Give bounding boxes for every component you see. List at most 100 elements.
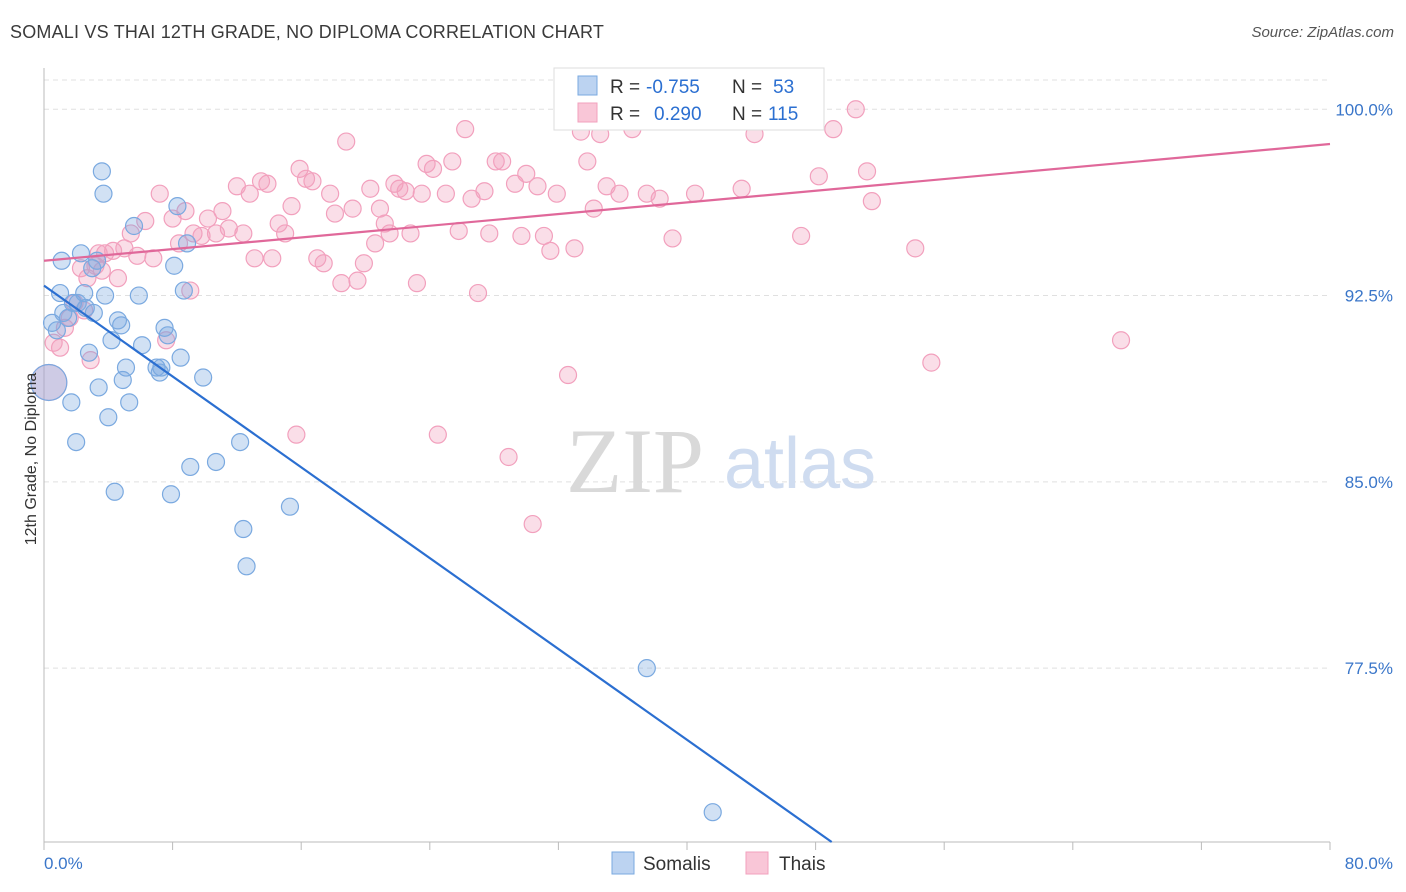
point-thais [407, 274, 427, 293]
point-thais [303, 172, 322, 191]
y-tick-labels: 100.0% 92.5% 85.0% 77.5% [1335, 100, 1393, 678]
point-somalis [174, 281, 193, 300]
point-somalis [206, 452, 226, 472]
point-somalis [231, 432, 250, 452]
point-somalis [120, 393, 139, 412]
point-thais [325, 204, 345, 223]
point-thais [517, 164, 536, 183]
bottom-legend-label-thais: Thais [779, 854, 825, 875]
point-thais [565, 239, 584, 258]
point-thais [846, 100, 865, 119]
point-thais [528, 177, 547, 196]
trend-line-somalis [43, 284, 833, 843]
point-thais [282, 197, 301, 216]
watermark-zip: ZIP [566, 410, 704, 512]
point-somalis [637, 659, 656, 678]
legend-n-label-thais: N = [732, 104, 762, 125]
point-thais [456, 120, 475, 139]
point-thais [396, 182, 415, 201]
point-thais [922, 353, 941, 372]
point-somalis [89, 378, 108, 397]
point-thais [547, 184, 566, 203]
point-somalis [168, 197, 187, 216]
point-thais [366, 234, 385, 253]
point-somalis [124, 216, 144, 236]
watermark: ZIP atlas [566, 410, 876, 512]
trend-lines [43, 142, 1331, 843]
point-somalis [62, 393, 81, 412]
watermark-atlas: atlas [724, 424, 876, 504]
point-thais [348, 271, 367, 290]
point-somalis [95, 286, 115, 305]
point-thais [380, 224, 399, 243]
point-thais [610, 184, 629, 203]
legend-r-value-somalis: -0.755 [646, 77, 700, 98]
point-thais [412, 184, 431, 203]
point-thais [862, 192, 881, 211]
point-thais [792, 226, 811, 246]
x-tick-label-min: 0.0% [44, 854, 83, 873]
point-somalis [171, 348, 190, 367]
point-thais [136, 211, 155, 231]
point-thais [468, 283, 488, 303]
legend-n-label-somalis: N = [732, 77, 762, 98]
point-somalis [112, 316, 131, 335]
point-thais [332, 274, 351, 293]
point-thais [732, 179, 751, 198]
point-somalis [108, 311, 128, 330]
stats-legend: R = -0.755 N = 53 R = 0.290 N = 115 [553, 67, 825, 131]
point-thais [449, 221, 468, 241]
point-thais [258, 174, 277, 193]
point-somalis [234, 519, 253, 539]
point-thais [428, 425, 447, 444]
point-thais [245, 249, 264, 268]
point-somalis [75, 283, 94, 303]
point-thais [181, 281, 200, 300]
point-somalis [158, 326, 177, 345]
point-thais [685, 184, 705, 203]
y-axis-title: 12th Grade, No Diploma [23, 373, 40, 546]
series-somalis [30, 162, 722, 822]
point-somalis [50, 283, 70, 303]
point-somalis [99, 408, 118, 427]
legend-n-value-somalis: 53 [773, 77, 794, 98]
grid-lines [44, 79, 1330, 669]
point-somalis [703, 803, 722, 822]
legend-r-label-somalis: R = [610, 77, 640, 98]
point-thais [541, 241, 560, 260]
point-thais [578, 152, 597, 171]
point-thais [1111, 331, 1131, 350]
point-somalis [84, 303, 103, 323]
point-somalis [54, 303, 73, 323]
point-thais [493, 152, 512, 171]
point-thais [50, 338, 70, 357]
bottom-legend-label-somalis: Somalis [643, 854, 711, 875]
point-thais [290, 159, 309, 178]
series-thais [30, 100, 1131, 534]
point-thais [512, 226, 531, 246]
point-thais [354, 254, 373, 273]
point-thais [475, 182, 494, 201]
y-tick-label: 77.5% [1345, 659, 1393, 678]
point-thais [198, 209, 218, 228]
point-thais [906, 239, 925, 258]
point-somalis [129, 286, 148, 305]
point-somalis [237, 557, 256, 576]
source-label: Source: ZipAtlas.com [1251, 24, 1394, 41]
point-thais [287, 425, 306, 444]
point-thais [269, 214, 288, 233]
legend-n-value-thais: 115 [768, 104, 798, 125]
point-thais [480, 224, 499, 243]
point-thais [361, 179, 380, 198]
point-thais [213, 201, 232, 221]
bottom-legend-swatch-somalis [611, 851, 635, 875]
point-thais [423, 159, 443, 178]
point-somalis [280, 497, 300, 516]
y-tick-label: 92.5% [1345, 287, 1393, 306]
point-somalis [79, 343, 99, 362]
point-thais [108, 269, 128, 288]
point-somalis [47, 321, 66, 340]
point-somalis [94, 184, 113, 203]
point-thais [321, 184, 340, 203]
